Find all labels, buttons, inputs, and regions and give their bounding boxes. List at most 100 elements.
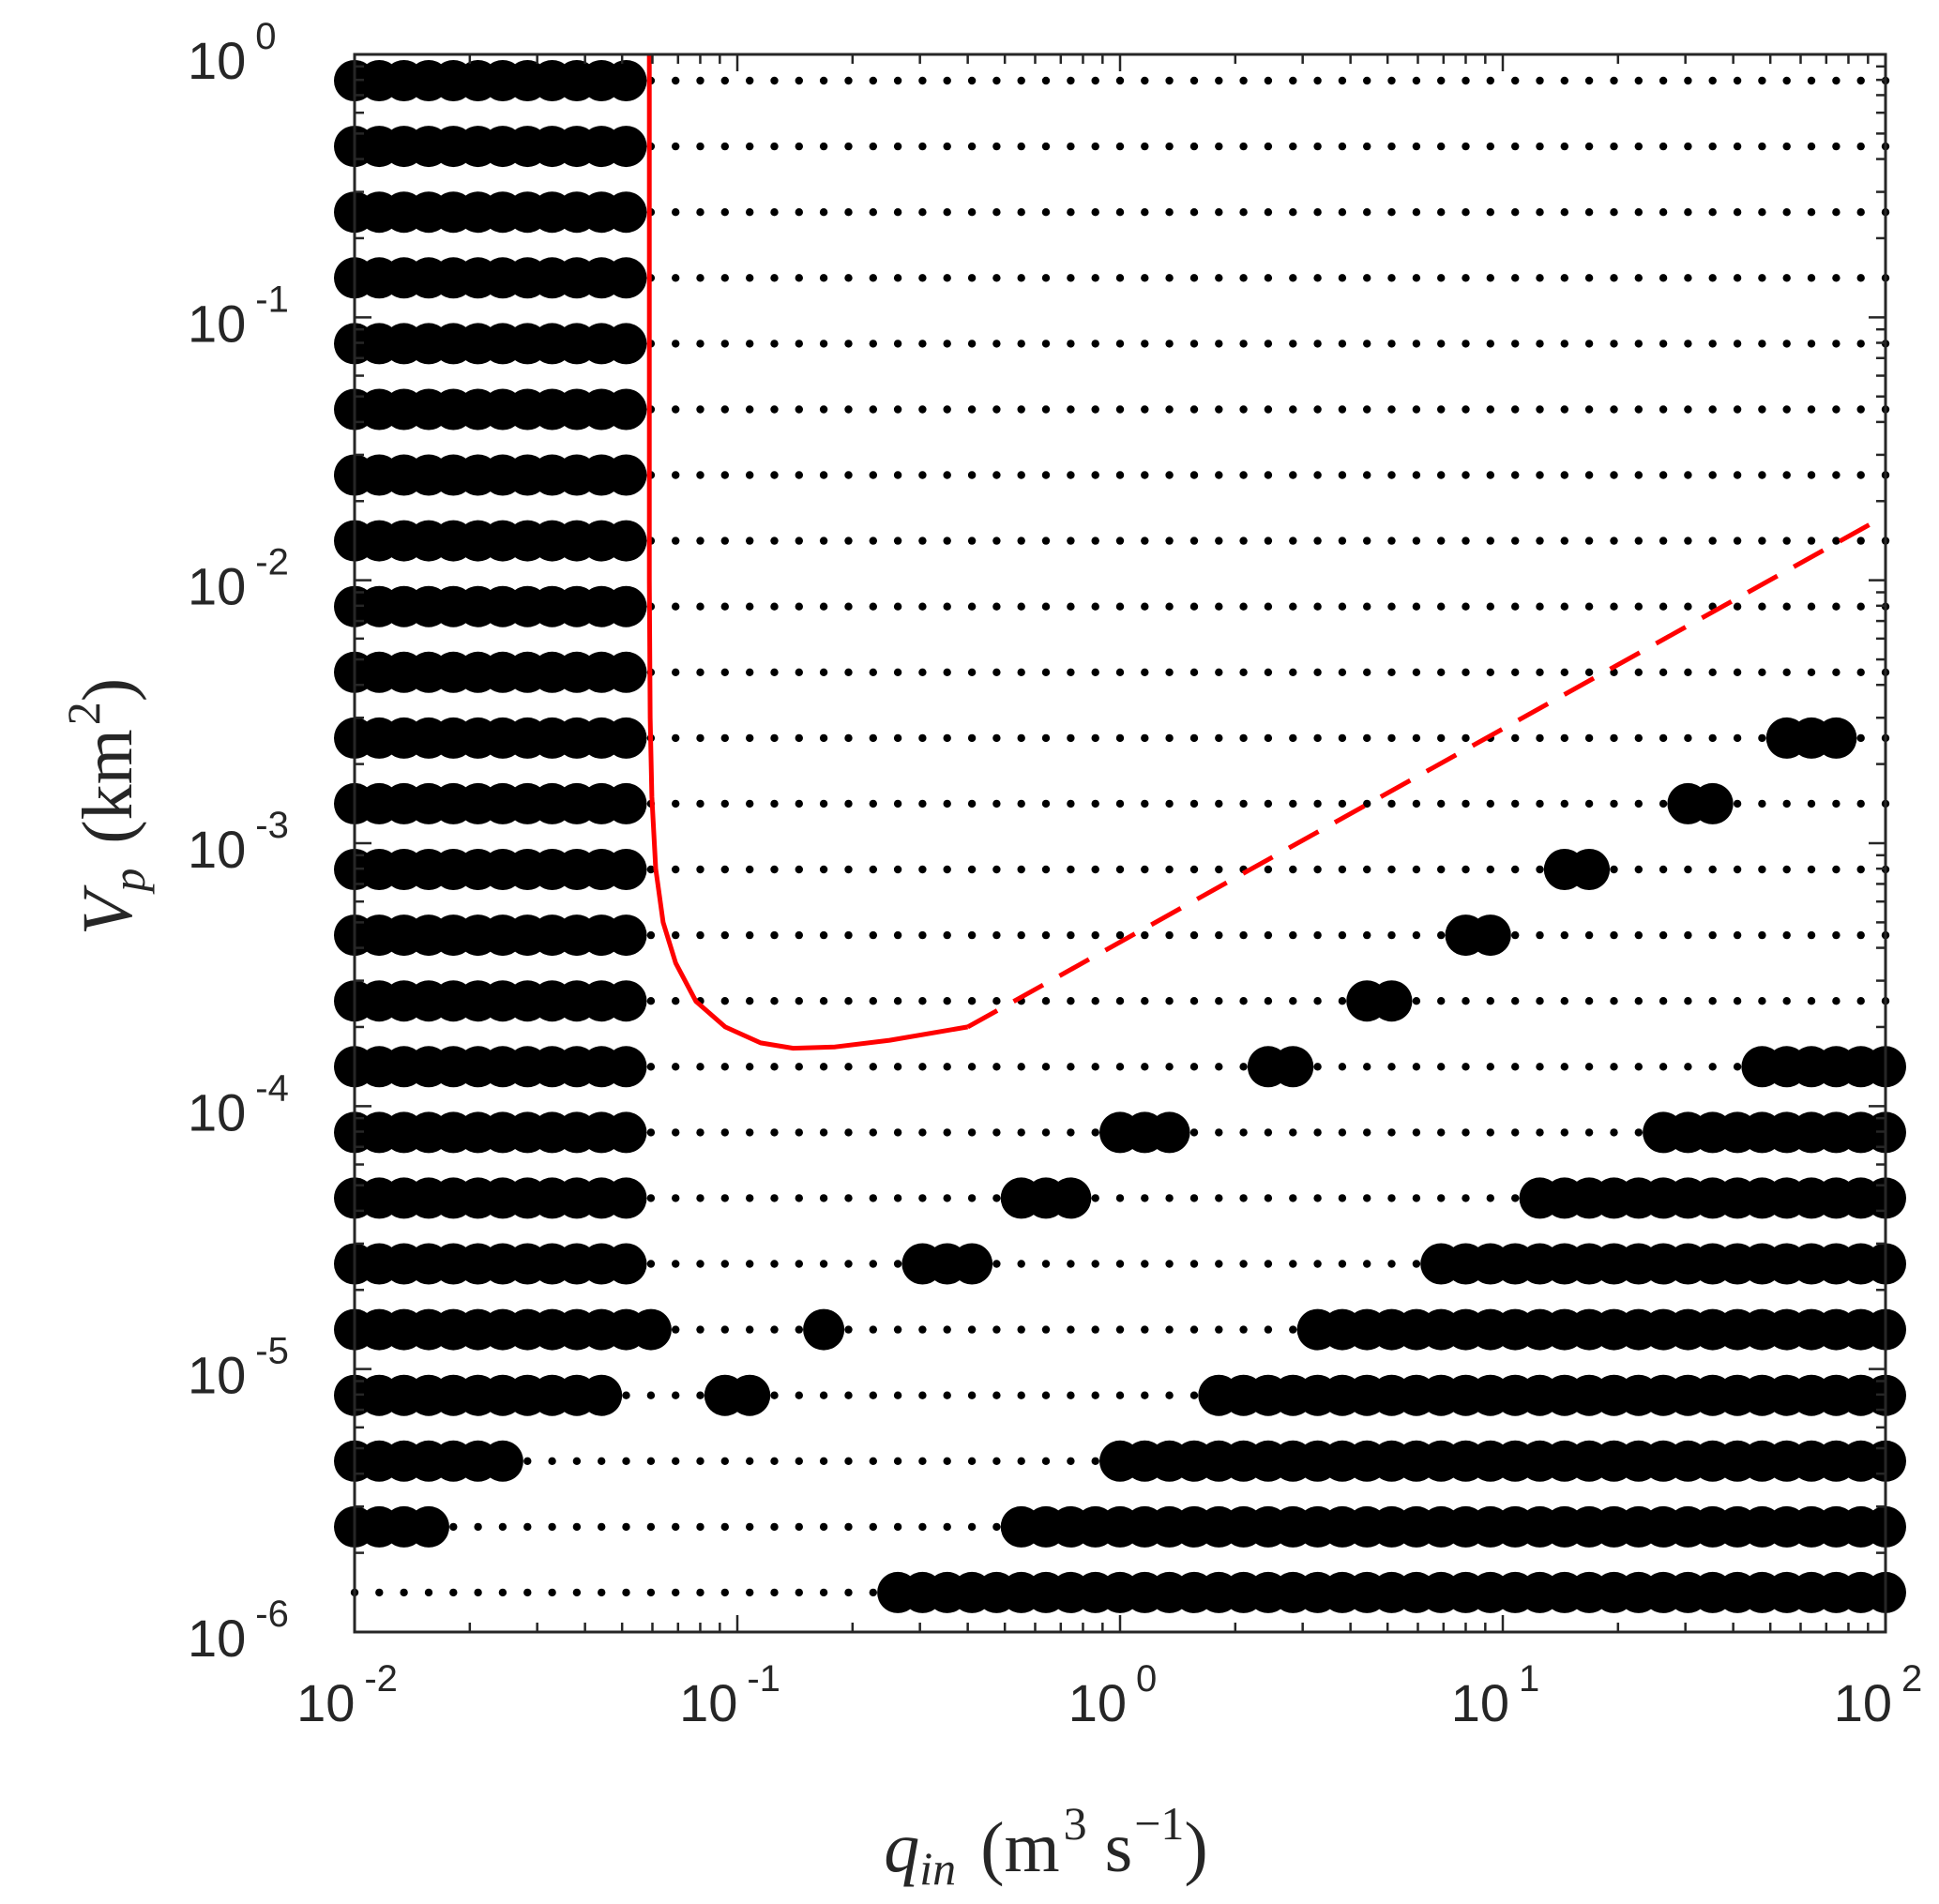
small-marker [1091,340,1099,348]
small-marker [1215,208,1223,217]
small-marker [918,799,927,808]
small-marker [992,865,1001,874]
small-marker [967,1194,977,1202]
small-marker [1264,76,1273,85]
small-marker [672,1588,680,1597]
small-marker [1387,1063,1396,1071]
small-marker [1289,536,1297,545]
small-marker [869,930,877,940]
small-marker [1610,930,1618,940]
small-marker [967,865,977,874]
small-marker [770,142,779,151]
small-marker [1165,865,1174,874]
small-marker [1067,602,1075,611]
small-marker [869,274,877,282]
small-marker [1856,799,1865,808]
small-marker [1289,142,1297,151]
small-marker [819,1391,828,1399]
small-marker [1017,602,1025,611]
small-marker [1115,340,1125,348]
small-marker [1363,602,1371,611]
small-marker [1387,733,1396,743]
small-marker [1758,471,1766,479]
small-marker [1165,536,1174,545]
small-marker [1437,340,1446,348]
small-marker [992,930,1001,940]
small-marker [672,208,680,217]
small-marker [795,1522,803,1532]
small-marker [1165,1194,1174,1202]
small-marker [1610,1063,1618,1071]
small-marker [1758,76,1766,85]
small-marker [1560,997,1569,1005]
small-marker [1782,602,1791,611]
small-marker [1289,865,1297,874]
small-marker [1708,668,1717,676]
large-marker [408,1505,449,1548]
small-marker [918,1063,927,1071]
small-marker [1115,274,1125,282]
small-marker [1684,142,1692,151]
small-marker [844,274,853,282]
small-marker [967,799,977,808]
small-marker [1189,733,1199,743]
small-marker [1165,1063,1174,1071]
small-marker [1017,733,1025,743]
small-marker [1634,668,1644,676]
small-marker [1486,865,1495,874]
small-marker [1807,274,1816,282]
small-marker [1708,142,1717,151]
small-marker [1856,865,1865,874]
small-marker [1264,1128,1273,1137]
small-marker [646,1063,656,1071]
small-marker [795,799,803,808]
small-marker [943,274,951,282]
small-marker [844,602,853,611]
small-marker [720,1128,729,1137]
small-marker [844,930,853,940]
small-marker [1338,340,1347,348]
y-tick-label: 10 -5 [188,1331,289,1405]
small-marker [992,668,1001,676]
small-marker [869,1522,877,1532]
small-marker [893,602,902,611]
small-marker [1807,997,1816,1005]
small-marker [1387,602,1396,611]
small-marker [795,405,803,414]
x-axis-unit-open: (m [980,1808,1059,1887]
small-marker [869,76,877,85]
small-marker [1536,799,1544,808]
small-marker [720,536,729,545]
small-marker [992,1194,1001,1202]
small-marker [1634,1128,1644,1137]
small-marker [893,930,902,940]
small-marker [1584,799,1594,808]
tick-marks [353,53,1887,1634]
small-marker [1684,602,1692,611]
small-marker [1165,930,1174,940]
small-marker [1462,733,1470,743]
small-marker [1782,668,1791,676]
small-marker [1584,208,1594,217]
small-marker [1264,668,1273,676]
small-marker [1289,1194,1297,1202]
small-marker [1536,274,1544,282]
small-marker [1387,274,1396,282]
small-marker [1115,76,1125,85]
small-marker [696,1391,704,1399]
small-marker [646,1588,656,1597]
small-marker [1141,799,1149,808]
small-marker [770,602,779,611]
small-marker [1536,930,1544,940]
small-marker [523,1588,532,1597]
small-marker [1363,536,1371,545]
small-marker [1289,340,1297,348]
small-marker [1511,602,1520,611]
small-marker [1338,76,1347,85]
small-marker [1165,733,1174,743]
small-marker [1115,471,1125,479]
small-marker [1165,208,1174,217]
small-marker [1684,76,1692,85]
small-marker [1733,142,1742,151]
